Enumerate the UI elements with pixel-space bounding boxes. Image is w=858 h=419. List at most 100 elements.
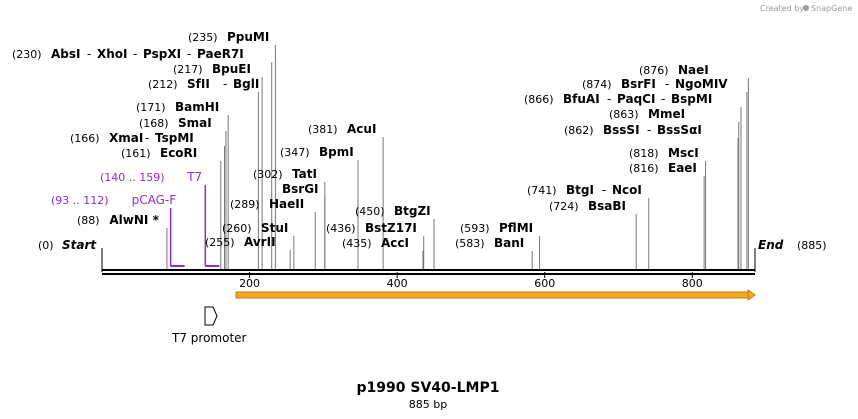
site-position: (593) [460, 222, 490, 235]
enzyme-name: BglI [233, 77, 259, 91]
enzyme-site[interactable]: (816) EaeI [629, 161, 697, 175]
enzyme-site[interactable]: (171) BamHI [136, 100, 219, 114]
site-position: (260) [222, 222, 252, 235]
t7-promoter-arrow[interactable] [204, 306, 218, 326]
site-position: (235) [188, 31, 218, 44]
enzyme-name: BamHI [175, 100, 219, 114]
enzyme-site[interactable]: (217) BpuEI [173, 62, 251, 76]
enzyme-name: BanI [494, 236, 524, 250]
primer-t7[interactable]: (140 .. 159) T7 [100, 170, 202, 184]
primer-range: (93 .. 112) [51, 194, 109, 207]
enzyme-site[interactable]: (593) PflMI [460, 221, 533, 235]
start-label: Start [62, 238, 97, 252]
enzyme-site[interactable]: (166) XmaI - TspMI [70, 131, 194, 145]
start-position: (0) [38, 239, 54, 252]
primer-pcag-f[interactable]: (93 .. 112) pCAG-F [51, 193, 176, 207]
enzyme-site[interactable]: (876) NaeI [639, 63, 709, 77]
enzyme-name: XhoI [97, 47, 128, 61]
enzyme-name: StuI [261, 221, 288, 235]
site-position: (161) [121, 147, 151, 160]
enzyme-site[interactable]: (88) AlwNI * [77, 213, 160, 227]
orf-arrow[interactable] [235, 289, 756, 301]
primer-range: (140 .. 159) [100, 171, 165, 184]
enzyme-name: BsaBI [588, 199, 626, 213]
enzyme-name: MmeI [648, 107, 685, 121]
site-position: (212) [148, 78, 178, 91]
enzyme-site[interactable]: (289) HaeII [230, 197, 304, 211]
site-position: (171) [136, 101, 166, 114]
enzyme-name: BsrGI [282, 182, 319, 196]
enzyme-name: PspXI [143, 47, 181, 61]
site-position: (866) [524, 93, 554, 106]
enzyme-name: BpmI [319, 145, 354, 159]
site-position: (166) [70, 132, 100, 145]
enzyme-name: TatI [292, 167, 317, 181]
site-position: (816) [629, 162, 659, 175]
enzyme-site[interactable]: (436) BstZ17I [326, 221, 417, 235]
site-position: (862) [564, 124, 594, 137]
enzyme-site[interactable]: (450) BtgZI [355, 204, 431, 218]
enzyme-site[interactable]: (818) MscI [629, 146, 699, 160]
enzyme-name: PpuMI [227, 30, 269, 44]
enzyme-site[interactable]: (874) BsrFI - NgoMIV [582, 77, 728, 91]
primer-name: pCAG-F [132, 193, 177, 207]
site-position: (818) [629, 147, 659, 160]
enzyme-separator: - [145, 131, 149, 145]
enzyme-name: BtgZI [394, 204, 431, 218]
enzyme-site[interactable]: (347) BpmI [280, 145, 354, 159]
enzyme-site[interactable]: (741) BtgI - NcoI [527, 183, 642, 197]
enzyme-name: EcoRI [160, 146, 197, 160]
enzyme-site[interactable]: (863) MmeI [609, 107, 685, 121]
enzyme-separator: - [187, 47, 191, 61]
snapgene-logo-icon [803, 5, 809, 11]
enzyme-name: PflMI [499, 221, 533, 235]
enzyme-site[interactable]: (212) SfII - BglI [148, 77, 259, 91]
site-position: (724) [549, 200, 579, 213]
enzyme-name: AccI [381, 236, 409, 250]
enzyme-site[interactable]: (230) AbsI - XhoI - PspXI - PaeR7I [12, 47, 244, 61]
enzyme-site[interactable]: (255) AvrII [205, 235, 276, 249]
enzyme-site[interactable]: (235) PpuMI [188, 30, 269, 44]
enzyme-separator: - [133, 47, 137, 61]
enzyme-site[interactable]: (168) SmaI [139, 116, 212, 130]
enzyme-site[interactable]: (435) AccI [342, 236, 409, 250]
site-position: (302) [253, 168, 283, 181]
t7-promoter-label: T7 promoter [171, 331, 247, 345]
enzyme-site[interactable]: (866) BfuAI - PaqCI - BspMI [524, 92, 712, 106]
site-position: (450) [355, 205, 385, 218]
enzyme-name: NgoMIV [675, 77, 728, 91]
enzyme-site[interactable]: (260) StuI [222, 221, 288, 235]
ruler-label: 600 [534, 277, 555, 290]
site-position: (741) [527, 184, 557, 197]
enzyme-separator: - [87, 47, 91, 61]
enzyme-name: TspMI [155, 131, 194, 145]
enzyme-separator: - [665, 77, 669, 91]
enzyme-site[interactable]: (161) EcoRI [121, 146, 197, 160]
enzyme-name: AvrII [244, 235, 276, 249]
enzyme-site[interactable]: (381) AcuI [308, 122, 376, 136]
enzyme-name: MscI [668, 146, 699, 160]
enzyme-name: EaeI [668, 161, 697, 175]
enzyme-separator: - [223, 77, 227, 91]
site-position: (289) [230, 198, 260, 211]
enzyme-name: BssSI [603, 123, 640, 137]
enzyme-name: SmaI [178, 116, 212, 130]
enzyme-name: BsrFI [621, 77, 656, 91]
enzyme-site[interactable]: (862) BssSI - BssSαI [564, 123, 702, 137]
ruler-label: 400 [387, 277, 408, 290]
enzyme-name: XmaI [109, 131, 143, 145]
map-title: p1990 SV40-LMP1 [357, 380, 500, 396]
ruler-label: 800 [682, 277, 703, 290]
site-position: (168) [139, 117, 169, 130]
credit-brand: SnapGene [811, 4, 852, 13]
site-position: (230) [12, 48, 42, 61]
enzyme-site[interactable]: (302) TatI [253, 167, 317, 181]
map-subtitle: 885 bp [409, 398, 447, 411]
enzyme-site[interactable]: (724) BsaBI [549, 199, 626, 213]
site-position: (863) [609, 108, 639, 121]
enzyme-separator: - [602, 183, 606, 197]
enzyme-name: BspMI [671, 92, 712, 106]
site-position: (583) [455, 237, 485, 250]
enzyme-site[interactable]: BsrGI [282, 182, 319, 196]
enzyme-site[interactable]: (583) BanI [455, 236, 524, 250]
